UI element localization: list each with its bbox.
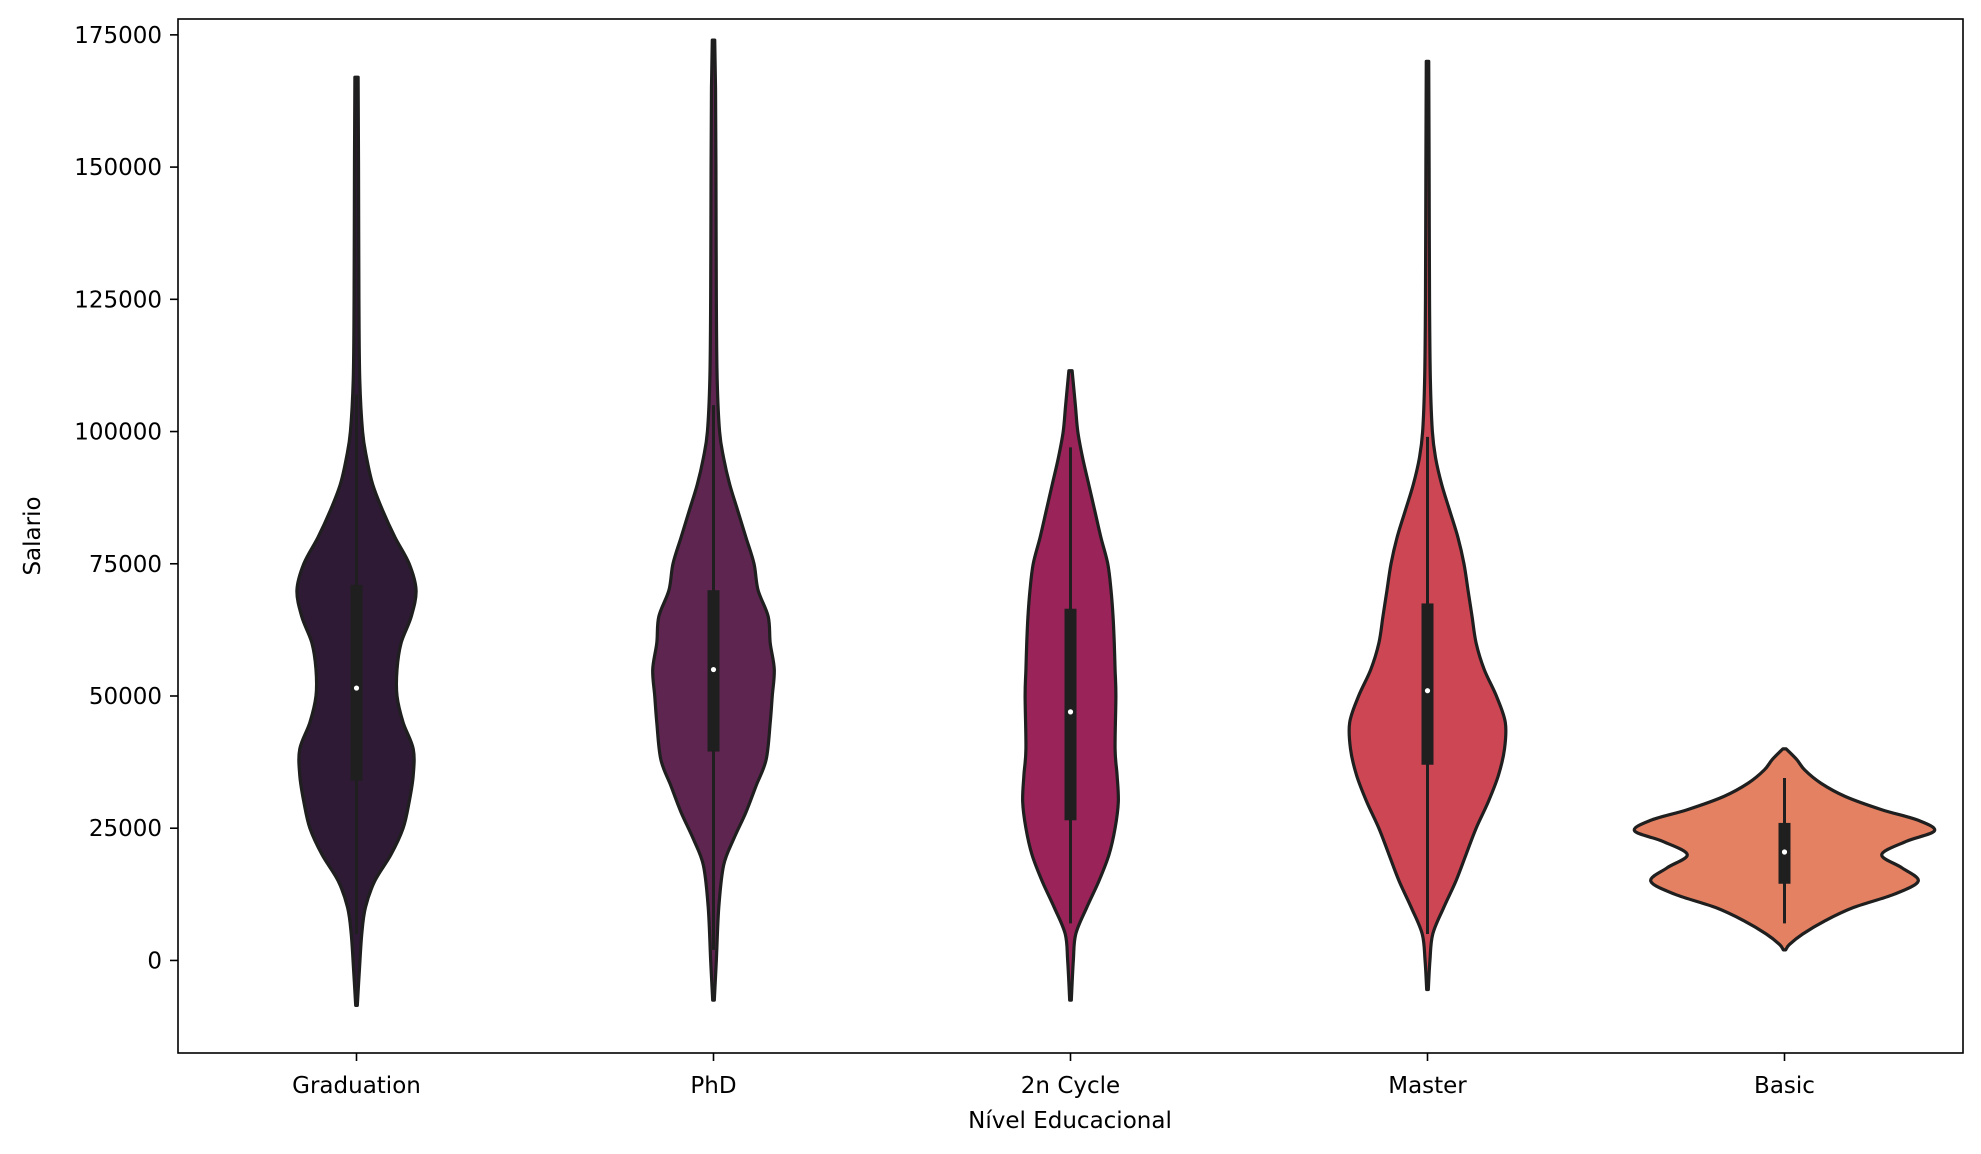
x-tick-label: PhD bbox=[690, 1073, 736, 1099]
plot-frame bbox=[177, 18, 1964, 1054]
y-tick-label: 75000 bbox=[89, 552, 162, 578]
y-tick-label: 175000 bbox=[74, 23, 162, 49]
x-tick-label: Master bbox=[1388, 1073, 1467, 1099]
violins-layer bbox=[295, 38, 1937, 1007]
x-axis: Graduation PhD 2n Cycle Master Basic bbox=[292, 1053, 1815, 1099]
median-marker bbox=[353, 685, 360, 691]
median-marker bbox=[1781, 849, 1788, 855]
iqr-box bbox=[1421, 603, 1434, 765]
x-tick-label: Basic bbox=[1754, 1073, 1815, 1099]
y-tick-label: 50000 bbox=[89, 684, 162, 710]
iqr-box bbox=[350, 584, 363, 781]
y-tick-label: 125000 bbox=[74, 287, 162, 313]
y-tick-label: 150000 bbox=[74, 155, 162, 181]
y-tick-label: 0 bbox=[147, 948, 162, 974]
y-tick-label: 100000 bbox=[74, 420, 162, 446]
x-axis-label: Nível Educacional bbox=[968, 1108, 1172, 1134]
median-marker bbox=[1067, 709, 1074, 715]
y-axis: 0 25000 50000 75000 100000 125000 150000 175000 bbox=[74, 23, 178, 974]
x-tick-label: Graduation bbox=[292, 1073, 421, 1099]
median-marker bbox=[710, 666, 717, 673]
y-tick-label: 25000 bbox=[89, 816, 162, 842]
y-axis-label: Salario bbox=[20, 496, 46, 575]
x-tick-label: 2n Cycle bbox=[1021, 1073, 1120, 1099]
iqr-box bbox=[1064, 608, 1077, 821]
median-marker bbox=[1424, 688, 1431, 694]
